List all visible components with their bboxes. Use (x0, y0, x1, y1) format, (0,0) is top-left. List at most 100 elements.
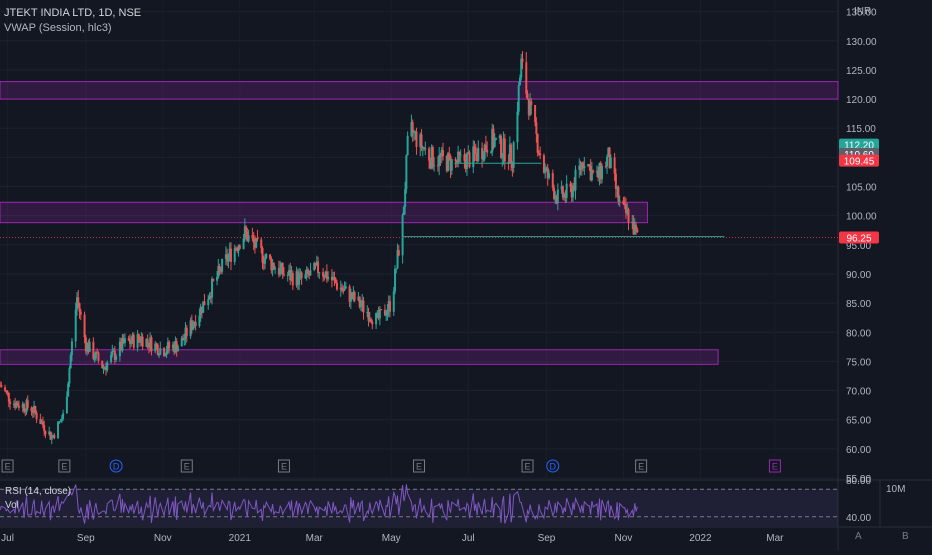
candle-body (491, 128, 494, 153)
candle-body (218, 266, 221, 269)
candle-body (457, 151, 460, 163)
candle-body (613, 157, 616, 174)
currency-label: INR (854, 6, 871, 17)
candle-body (454, 158, 457, 162)
candle-body (158, 354, 161, 356)
candle-body (190, 320, 193, 330)
candle-body (361, 300, 364, 306)
symbol-legend[interactable]: JTEKT INDIA LTD, 1D, NSE (4, 7, 142, 19)
candle-body (343, 288, 346, 291)
candle-body (44, 431, 47, 435)
candle-body (14, 403, 17, 408)
candle-body (25, 400, 28, 413)
candle-body (327, 276, 330, 280)
candle-body (595, 170, 598, 173)
dividend-event-marker (546, 459, 560, 473)
candle-body (88, 341, 91, 352)
candle-body (410, 122, 413, 136)
candle-body (420, 134, 423, 148)
candle-body (299, 272, 302, 274)
candle-body (358, 296, 361, 307)
candle-body (599, 162, 602, 180)
rsi-legend[interactable]: RSI (14, close) (5, 486, 72, 497)
candle-body (261, 247, 264, 263)
price-label: 112.20 (844, 141, 874, 152)
candle-body (5, 390, 8, 392)
price-pane (0, 0, 838, 478)
candle-body (404, 189, 407, 208)
candle-body (544, 168, 547, 173)
candle-body (308, 273, 311, 276)
candle-body (554, 195, 557, 200)
candle-body (583, 165, 586, 169)
y-tick-label: 105.00 (846, 183, 877, 194)
candle-body (530, 101, 533, 105)
candle-body (385, 315, 388, 317)
candle-body (127, 338, 130, 341)
vwap-legend[interactable]: VWAP (Session, hlc3) (4, 22, 112, 34)
candle-body (606, 156, 609, 167)
candle-body (402, 207, 405, 216)
candle-body (359, 305, 362, 307)
candle-body (41, 421, 44, 426)
candle-body (474, 152, 477, 154)
candle-body (65, 396, 68, 414)
candle-body (115, 356, 118, 360)
candle-body (208, 296, 211, 300)
candle-body (357, 296, 360, 301)
candle-body (286, 274, 289, 276)
candle-body (131, 334, 134, 343)
x-tick-label: Mar (306, 533, 324, 544)
candle-body (189, 320, 192, 337)
candle-body (211, 278, 214, 298)
candle-body (184, 327, 187, 339)
candle-body (500, 135, 503, 158)
candle-body (159, 347, 162, 355)
candle-body (472, 146, 475, 168)
candle-body (351, 292, 354, 299)
candle-body (216, 276, 219, 281)
candle-body (171, 344, 174, 349)
candle-body (616, 187, 619, 189)
candle-body (521, 58, 524, 63)
candle-body (508, 144, 511, 164)
candle-body (21, 403, 24, 408)
candle-body (60, 419, 63, 422)
candle-body (193, 321, 196, 325)
candle-body (569, 183, 572, 187)
candle-body (59, 421, 62, 423)
candle-body (614, 173, 617, 189)
candle-body (449, 156, 452, 171)
candle-body (288, 270, 291, 275)
price-label-bg (839, 138, 879, 151)
candle-body (571, 185, 574, 198)
candle-body (34, 405, 37, 413)
price-label-bg (839, 231, 879, 244)
x-tick-label: 2021 (229, 533, 252, 544)
candle-body (233, 248, 236, 262)
candle-body (317, 261, 320, 273)
candle-body (256, 237, 259, 240)
candle-body (598, 162, 601, 178)
candle-body (180, 338, 183, 347)
candle-body (551, 173, 554, 188)
candle-body (237, 245, 240, 251)
candle-body (421, 147, 424, 149)
supply-demand-zone (0, 349, 719, 365)
log-scale-button[interactable]: B (902, 531, 909, 542)
supply-demand-zone (0, 201, 648, 224)
volume-legend[interactable]: Vol (5, 500, 19, 511)
candle-body (70, 341, 73, 356)
candle-body (553, 187, 556, 200)
candle-body (440, 150, 443, 157)
candle-body (592, 170, 595, 173)
earnings-event-marker (635, 459, 648, 473)
candle-body (375, 312, 378, 325)
candle-body (406, 135, 409, 156)
candle-body (181, 338, 184, 341)
auto-scale-button[interactable]: A (855, 531, 862, 542)
candle-body (53, 434, 56, 439)
candle-body (494, 138, 497, 140)
